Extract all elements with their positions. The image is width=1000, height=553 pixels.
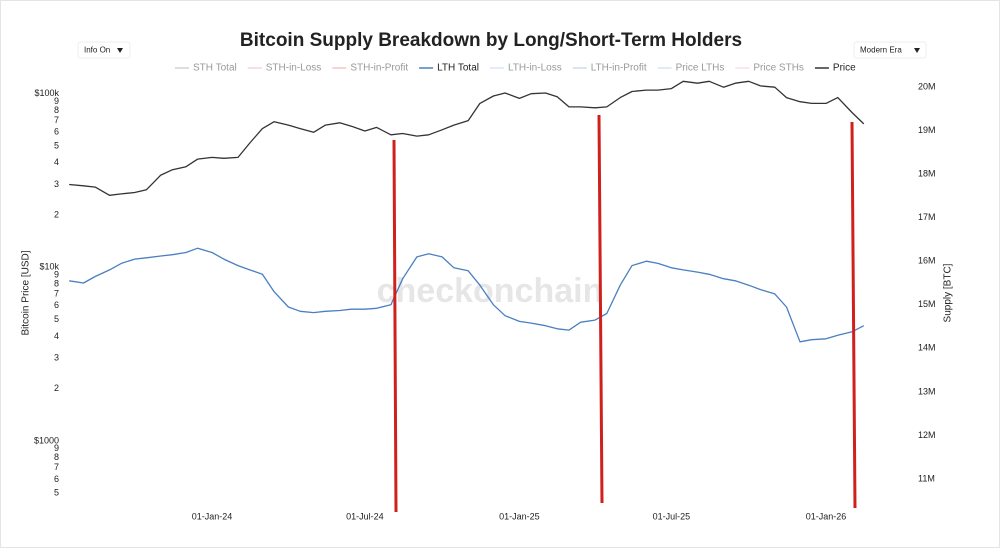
y-tick-label: 6 [54,127,59,137]
dropdown-arrow[interactable] [117,48,123,53]
y2-tick-label: 18M [918,168,936,178]
y-tick-label: 5 [54,314,59,324]
y2-tick-label: 11M [918,473,935,483]
y-tick-label: 7 [54,115,59,125]
y2-tick-label: 19M [918,125,936,135]
dropdown-box[interactable] [853,41,927,59]
dropdown-label[interactable]: Modern Era [860,46,902,55]
plot-area: 56789$100023456789$10k23456789$100k11M12… [34,80,936,521]
info-dropdown[interactable]: Info On [77,41,131,59]
x-tick-label: 01-Jul-24 [346,511,384,521]
y-tick-label: 5 [54,140,59,150]
dropdown-label[interactable]: Info On [84,46,110,55]
y-tick-label: 9 [54,270,59,280]
annotation-line [850,121,857,509]
y2-tick-label: 12M [918,430,936,440]
x-tick-label: 01-Jan-26 [806,511,847,521]
era-dropdown[interactable]: Modern Era [853,41,927,59]
y2-tick-label: 13M [918,386,936,396]
y-tick-label: 3 [54,179,59,189]
x-tick-label: 01-Jan-24 [192,511,233,521]
annotation-line [392,139,398,513]
watermark: checkonchain [377,272,604,310]
series-line [69,80,865,196]
y-tick-label: 9 [54,96,59,106]
y-tick-label: 2 [54,209,59,219]
y-tick-label: 3 [54,352,59,362]
legend-label[interactable]: Price LTHs [676,63,725,74]
series-line [69,247,865,343]
legend-label[interactable]: LTH Total [437,63,479,74]
chart-title: Bitcoin Supply Breakdown by Long/Short-T… [240,30,742,51]
y-tick-label: $100k [34,88,59,98]
y-tick-label: 4 [54,331,59,341]
y-tick-label: 7 [54,462,59,472]
y2-tick-label: 15M [918,299,936,309]
y-tick-label: 9 [54,443,59,453]
legend-label[interactable]: Price STHs [753,63,804,74]
legend-label[interactable]: STH-in-Profit [350,63,408,74]
y2-axis-label: Supply [BTC] [943,263,954,322]
y2-tick-label: 14M [918,343,936,353]
y-tick-label: 8 [54,105,59,115]
y-tick-label: 4 [54,157,59,167]
y-tick-label: 6 [54,474,59,484]
y2-tick-label: 17M [918,212,936,222]
legend: STH Total STH-in-Loss STH-in-Profit LTH Tot… [175,63,856,74]
y-tick-label: $10k [39,262,59,272]
y-tick-label: 5 [54,488,59,498]
y-tick-label: 2 [54,383,59,393]
legend-label[interactable]: STH-in-Loss [266,63,322,74]
y-tick-label: 8 [54,279,59,289]
legend-label[interactable]: LTH-in-Loss [508,63,562,74]
y-tick-label: 6 [54,300,59,310]
legend-label[interactable]: STH Total [193,63,237,74]
annotation-line [597,114,604,504]
annotations [392,114,857,513]
y2-tick-label: 20M [918,81,936,91]
y2-tick-label: 16M [918,256,936,266]
legend-label[interactable]: LTH-in-Profit [591,63,647,74]
y-tick-label: 7 [54,289,59,299]
x-tick-label: 01-Jul-25 [653,511,691,521]
y-tick-label: 8 [54,452,59,462]
y-axis-label: Bitcoin Price [USD] [21,250,32,335]
x-tick-label: 01-Jan-25 [499,511,540,521]
y-tick-label: $1000 [34,435,59,445]
legend-label[interactable]: Price [833,63,856,74]
dropdown-arrow[interactable] [914,48,920,53]
dropdown-box[interactable] [77,41,131,59]
